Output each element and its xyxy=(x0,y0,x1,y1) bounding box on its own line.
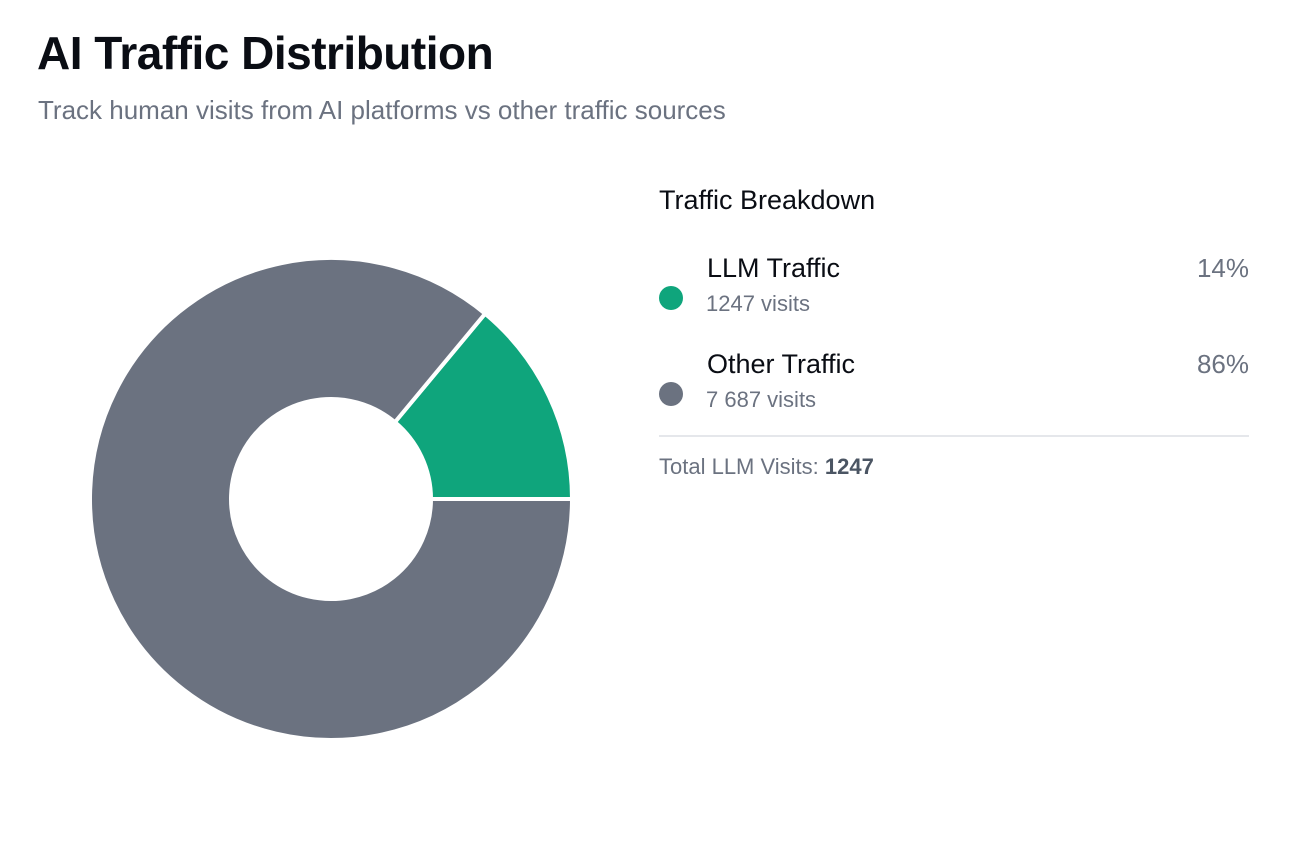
legend-item-llm-traffic: LLM Traffic 1247 visits 14% xyxy=(659,252,1249,348)
legend-item-other-traffic: Other Traffic 7 687 visits 86% xyxy=(659,348,1249,444)
legend-label: LLM Traffic xyxy=(707,253,841,283)
other-traffic-dot-icon xyxy=(659,382,683,406)
legend-label: Other Traffic xyxy=(707,349,856,379)
donut-slice-llm-traffic[interactable] xyxy=(392,311,574,501)
total-llm-visits: Total LLM Visits: 1247 xyxy=(659,454,874,480)
legend-visits: 7 687 visits xyxy=(706,387,817,412)
legend-visits: 1247 visits xyxy=(706,291,810,316)
legend-percent: 14% xyxy=(1196,253,1249,283)
traffic-breakdown-panel: Traffic Breakdown LLM Traffic 1247 visit… xyxy=(659,182,1249,479)
total-llm-visits-label: Total LLM Visits: xyxy=(659,454,825,479)
legend-percent: 86% xyxy=(1196,349,1249,379)
donut-chart-svg xyxy=(88,256,574,742)
total-llm-visits-value: 1247 xyxy=(824,454,874,479)
donut-slice-other-traffic[interactable] xyxy=(88,256,574,742)
page-title: AI Traffic Distribution xyxy=(37,27,494,79)
donut-chart xyxy=(80,248,582,750)
breakdown-title: Traffic Breakdown xyxy=(659,185,876,215)
page-subtitle: Track human visits from AI platforms vs … xyxy=(38,95,726,125)
divider xyxy=(659,435,1249,437)
llm-traffic-dot-icon xyxy=(659,286,683,310)
